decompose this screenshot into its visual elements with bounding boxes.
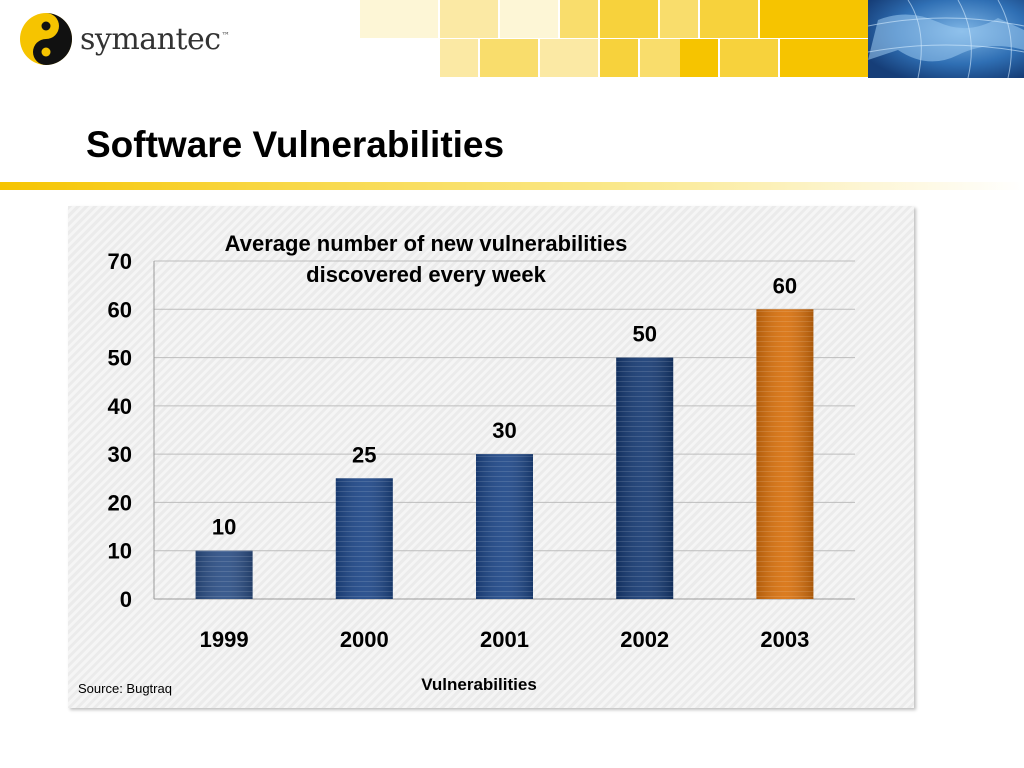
x-tick-label: 1999: [200, 627, 249, 652]
header-tile: [700, 0, 758, 38]
data-label: 50: [632, 322, 656, 347]
header-tile: [440, 39, 478, 77]
x-axis-label: Vulnerabilities: [421, 675, 537, 694]
header-tile: [360, 0, 438, 38]
data-label: 60: [773, 273, 797, 298]
y-tick-label: 20: [108, 490, 132, 515]
header-tile: [480, 39, 538, 77]
chart-title: discovered every week: [306, 262, 546, 287]
bar-stripes: [476, 454, 533, 599]
brand-wordmark: symantec™: [80, 21, 230, 57]
x-tick-label: 2003: [760, 627, 809, 652]
header-tile: [660, 0, 698, 38]
header-tile: [720, 39, 778, 77]
header-tile: [680, 39, 718, 77]
symantec-logo: symantec™: [18, 12, 230, 66]
bar-stripes: [756, 309, 814, 599]
data-label: 30: [492, 418, 516, 443]
header-tile-mosaic: [360, 0, 920, 78]
bar-stripes: [616, 357, 674, 599]
header-tile: [540, 39, 598, 77]
header-tile: [440, 0, 498, 38]
header-tile: [600, 0, 658, 38]
title-underline: [0, 182, 1024, 190]
y-tick-label: 0: [120, 587, 132, 612]
y-tick-label: 50: [108, 346, 132, 371]
bar-stripes: [335, 478, 393, 599]
y-tick-label: 30: [108, 442, 132, 467]
symantec-logo-icon: [20, 13, 72, 65]
y-tick-label: 40: [108, 394, 132, 419]
header-tile: [500, 0, 558, 38]
slide-title: Software Vulnerabilities: [86, 124, 505, 165]
data-label: 25: [352, 442, 376, 467]
data-label: 10: [212, 515, 236, 540]
bar-chart: 0 10 20 30 40 50 60 70 10 1999 25 2000 30 2001 50 2002 6…: [108, 231, 855, 694]
x-tick-label: 2000: [340, 627, 389, 652]
source-note: Source: Bugtraq: [78, 681, 172, 696]
globe-image: [868, 0, 1024, 78]
header-tile: [560, 0, 598, 38]
y-tick-label: 60: [108, 297, 132, 322]
y-tick-label: 70: [108, 249, 132, 274]
x-tick-label: 2002: [620, 627, 669, 652]
chart-title: Average number of new vulnerabilities: [225, 231, 628, 256]
y-tick-label: 10: [108, 539, 132, 564]
x-tick-label: 2001: [480, 627, 529, 652]
slide-header: symantec™: [0, 0, 1024, 80]
bar-stripes: [195, 550, 253, 599]
chart-panel: 0 10 20 30 40 50 60 70 10 1999 25 2000 30 2001 50 2002 6…: [68, 206, 914, 708]
header-tile: [600, 39, 638, 77]
